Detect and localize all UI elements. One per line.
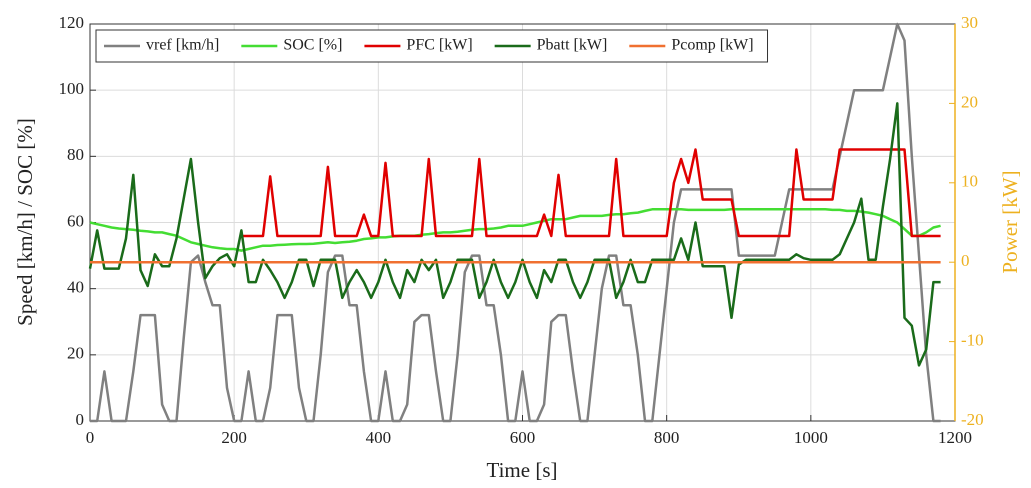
y2-tick-label: 20 xyxy=(961,92,978,111)
legend-label: Pbatt [kW] xyxy=(537,37,608,54)
y2-tick-label: 0 xyxy=(961,251,970,270)
series-line xyxy=(241,148,941,238)
x-tick-label: 1000 xyxy=(794,428,828,447)
y2-tick-label: 30 xyxy=(961,13,978,32)
series-line xyxy=(90,22,941,423)
x-tick-label: 600 xyxy=(510,428,536,447)
y-tick-label: 80 xyxy=(67,145,84,164)
x-tick-label: 1200 xyxy=(938,428,972,447)
y2-tick-label: 10 xyxy=(961,172,978,191)
y-tick-label: 100 xyxy=(59,79,85,98)
legend-label: PFC [kW] xyxy=(406,37,472,54)
legend-label: vref [km/h] xyxy=(146,37,219,54)
y2-tick-label: -20 xyxy=(961,410,984,429)
y-axis-title: Speed [km/h] / SOC [%] xyxy=(13,118,37,326)
x-tick-label: 200 xyxy=(221,428,247,447)
y2-tick-label: -10 xyxy=(961,331,984,350)
legend: vref [km/h] SOC [%] PFC [kW] Pbatt [kW] Pcom… xyxy=(95,29,769,63)
series-line xyxy=(89,208,941,252)
y-tick-label: 40 xyxy=(67,278,84,297)
x-axis-title: Time [s] xyxy=(487,458,558,482)
x-tick-label: 800 xyxy=(654,428,680,447)
y-tick-label: 0 xyxy=(76,410,85,429)
legend-label: SOC [%] xyxy=(283,37,342,54)
legend-label: Pcomp [kW] xyxy=(671,37,753,54)
y2-axis-title: Power [kW] xyxy=(998,170,1022,273)
y-tick-label: 60 xyxy=(67,211,84,230)
x-tick-label: 400 xyxy=(366,428,392,447)
y-tick-label: 120 xyxy=(59,13,85,32)
series-line xyxy=(88,102,941,367)
y-tick-label: 20 xyxy=(67,344,84,363)
x-tick-label: 0 xyxy=(86,428,95,447)
